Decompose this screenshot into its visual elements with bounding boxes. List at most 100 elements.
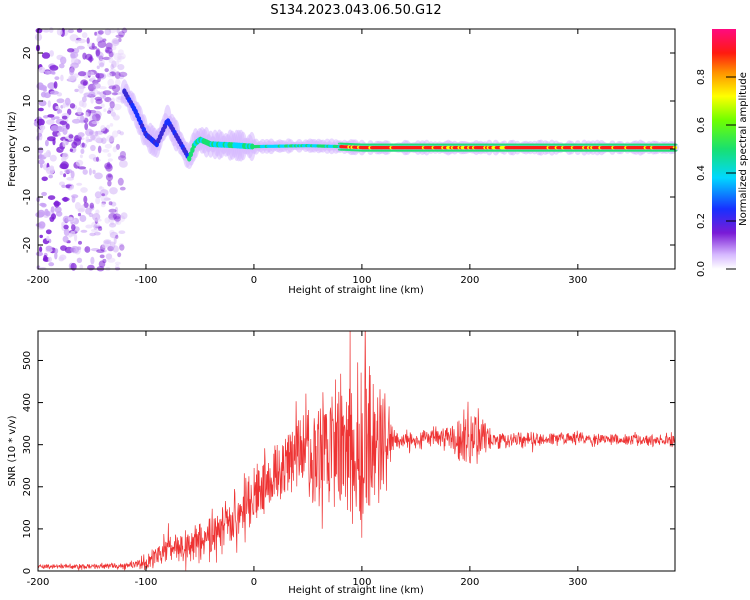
- spectrogram-blob: [55, 106, 60, 110]
- spectrogram-blob: [109, 101, 115, 109]
- spectrogram-blob: [49, 65, 59, 71]
- spectrogram-blob: [98, 260, 106, 268]
- spectrogram-blob: [112, 213, 121, 220]
- spectrogram-blob: [109, 71, 115, 77]
- spectrogram-blob: [65, 123, 70, 130]
- spectrogram-ticks: [37, 29, 675, 269]
- spectrogram-blob: [57, 132, 61, 137]
- spectrogram-blob: [109, 71, 117, 77]
- spectrogram-blob: [95, 48, 101, 57]
- spectrogram-blob: [87, 264, 95, 271]
- spectrogram-blob: [100, 202, 106, 208]
- spectrogram-blob: [111, 38, 120, 47]
- x-tick-label: 0: [251, 577, 257, 588]
- spectrogram-blob: [48, 27, 54, 33]
- spectrogram-blob: [98, 86, 107, 90]
- figure-title: S134.2023.043.06.50.G12: [270, 3, 441, 18]
- spectrogram-blob: [107, 174, 112, 178]
- spectrogram-blob: [45, 167, 51, 171]
- spectrogram-blob: [107, 257, 116, 263]
- spectrogram-blob: [51, 116, 56, 121]
- spectrogram-blob: [111, 130, 119, 138]
- spectrogram-blob: [119, 160, 128, 168]
- spectrogram-blob: [48, 262, 55, 267]
- spectrogram-blob: [117, 177, 124, 186]
- spectrogram-blob: [83, 92, 92, 98]
- spectrogram-blob: [99, 62, 105, 68]
- y-tick-label: 10: [22, 95, 33, 108]
- spectrogram-blob: [62, 102, 66, 109]
- spectrogram-blob: [108, 208, 117, 213]
- spectrogram-blob: [47, 136, 56, 142]
- spectrogram-blob: [43, 152, 50, 158]
- spectrogram-blob: [48, 174, 53, 179]
- x-tick-label: -200: [27, 275, 50, 286]
- spectrogram-blob: [45, 229, 52, 235]
- spectrogram-blob: [103, 108, 107, 112]
- spectrogram-blob: [119, 244, 125, 251]
- spectrogram-blob: [105, 253, 113, 260]
- spectrogram-blob: [76, 182, 83, 186]
- spectrogram-ylabel: Frequency (Hz): [7, 111, 18, 187]
- spectrogram-blob: [117, 58, 122, 63]
- spectrogram-blob: [97, 145, 102, 154]
- spectrogram-blob: [79, 154, 83, 159]
- spectrogram-blob: [45, 139, 49, 147]
- y-tick-label: -20: [22, 237, 33, 253]
- spectrogram-blob: [103, 239, 112, 244]
- y-tick-label: 0: [22, 146, 33, 152]
- spectrogram-blob: [117, 49, 124, 56]
- spectrogram-blob: [69, 67, 75, 76]
- spectrogram-blob: [94, 96, 103, 101]
- spectrogram-blob: [93, 224, 98, 230]
- spectrogram-blob: [77, 83, 84, 89]
- spectrogram-blob: [109, 229, 115, 236]
- spectrogram-blob: [114, 206, 119, 215]
- spectrogram-blob: [41, 52, 51, 59]
- spectrogram-blob: [85, 71, 95, 76]
- spectrogram-blob: [60, 74, 64, 82]
- spectrogram-blob: [81, 142, 85, 148]
- snr-ticklabels: -200 -100 0 100 200 300 0 100 200 300 400 500: [22, 351, 587, 588]
- spectrogram-blob: [47, 114, 55, 118]
- spectrogram-blob: [77, 71, 87, 77]
- spectrogram-blob: [79, 264, 84, 270]
- spectrogram-blob: [74, 202, 81, 210]
- spectrogram-blob: [70, 51, 79, 59]
- spectrogram-blob: [111, 213, 120, 218]
- spectrogram-blob: [107, 246, 114, 252]
- spectrogram-blob: [117, 252, 122, 258]
- spectrogram-blob: [113, 236, 117, 245]
- spectrogram-blob: [95, 209, 100, 215]
- spectrogram-blob: [45, 119, 55, 125]
- spectrogram-blob: [78, 240, 82, 245]
- spectrogram-blob: [56, 98, 65, 104]
- spectrogram-blob: [82, 96, 87, 103]
- spectrogram-blob: [82, 169, 88, 175]
- spectrogram-blob: [115, 143, 120, 150]
- spectrogram-blob: [112, 39, 120, 45]
- spectrogram-blob: [84, 246, 91, 253]
- spectrogram-blob: [82, 80, 88, 86]
- spectrogram-blob: [37, 209, 45, 218]
- spectrogram-blob: [117, 74, 125, 80]
- spectrogram-blob: [40, 203, 47, 208]
- spectrogram-blob: [49, 50, 54, 57]
- spectrogram-blob: [108, 201, 113, 206]
- spectrogram-blob: [77, 166, 87, 170]
- spectrogram-blob: [62, 127, 68, 135]
- spectrogram-blob: [109, 136, 115, 144]
- x-tick-label: -100: [135, 275, 158, 286]
- spectrogram-blob: [113, 103, 122, 111]
- spectrogram-blob: [85, 136, 90, 144]
- spectrogram-blob: [69, 103, 76, 109]
- spectrogram-blob: [89, 130, 95, 135]
- spectrogram-blob: [109, 231, 118, 239]
- spectrogram-blob: [112, 114, 120, 121]
- spectrogram-blob: [104, 28, 112, 36]
- spectrogram-blob: [80, 115, 85, 123]
- x-tick-label: 200: [460, 577, 479, 588]
- spectrogram-blob: [70, 262, 77, 271]
- spectrogram-blob: [61, 184, 66, 188]
